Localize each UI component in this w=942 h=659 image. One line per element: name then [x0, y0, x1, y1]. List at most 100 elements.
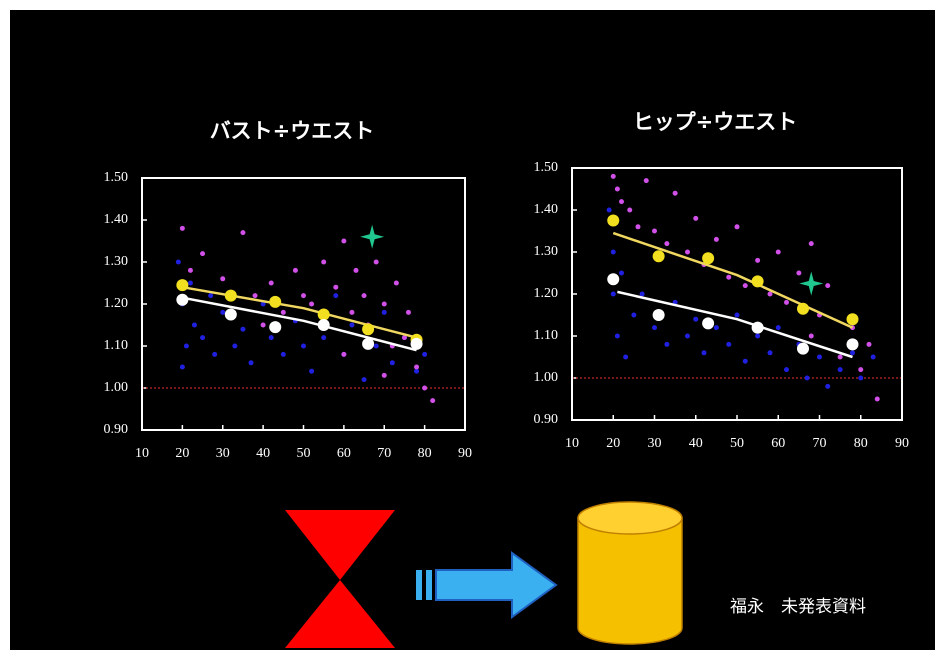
data-point: [850, 350, 855, 355]
x-tick-label: 70: [377, 446, 391, 461]
data-point: [664, 241, 669, 246]
data-point: [838, 355, 843, 360]
mean-point: [653, 250, 665, 262]
source-note: 福永 未発表資料: [730, 597, 866, 617]
data-point: [390, 360, 395, 365]
y-tick-label: 1.20: [534, 286, 559, 301]
slide: バスト÷ウエスト ヒップ÷ウエスト 福永 未発表資料 0.901.001.101…: [0, 0, 942, 659]
data-point: [685, 250, 690, 255]
data-point: [825, 283, 830, 288]
data-point: [838, 367, 843, 372]
mean-point: [607, 215, 619, 227]
chart-title: ヒップ÷ウエスト: [633, 110, 798, 134]
data-point: [615, 334, 620, 339]
y-tick-label: 1.40: [104, 212, 129, 227]
x-tick-label: 80: [418, 446, 432, 461]
data-point: [200, 251, 205, 256]
data-point: [623, 355, 628, 360]
data-point: [293, 268, 298, 273]
data-point: [644, 178, 649, 183]
x-tick-label: 90: [895, 436, 909, 451]
mean-point: [225, 290, 237, 302]
mean-point: [411, 338, 423, 350]
mean-point: [847, 338, 859, 350]
data-point: [796, 271, 801, 276]
data-point: [611, 174, 616, 179]
data-point: [321, 335, 326, 340]
data-point: [743, 359, 748, 364]
data-point: [768, 350, 773, 355]
data-point: [353, 268, 358, 273]
data-point: [349, 323, 354, 328]
data-point: [341, 352, 346, 357]
mean-point: [752, 322, 764, 334]
data-point: [726, 275, 731, 280]
mean-point: [176, 279, 188, 291]
cylinder: [578, 502, 682, 644]
data-point: [240, 327, 245, 332]
data-point: [685, 334, 690, 339]
data-point: [382, 373, 387, 378]
data-point: [817, 355, 822, 360]
data-point: [333, 285, 338, 290]
data-point: [309, 302, 314, 307]
y-tick-label: 1.00: [104, 380, 129, 395]
data-point: [212, 352, 217, 357]
mean-point: [362, 338, 374, 350]
y-tick-label: 0.90: [534, 412, 559, 427]
y-tick-label: 1.10: [104, 338, 129, 353]
mean-point: [225, 309, 237, 321]
y-tick-label: 1.20: [104, 296, 129, 311]
data-point: [743, 283, 748, 288]
x-tick-label: 20: [175, 446, 189, 461]
data-point: [281, 310, 286, 315]
mean-point: [318, 309, 330, 321]
y-tick-label: 1.50: [534, 160, 559, 175]
data-point: [362, 377, 367, 382]
mean-point: [362, 323, 374, 335]
mean-point: [702, 252, 714, 264]
data-point: [784, 367, 789, 372]
y-tick-label: 0.90: [104, 422, 129, 437]
data-point: [805, 376, 810, 381]
data-point: [414, 365, 419, 370]
x-tick-label: 30: [216, 446, 230, 461]
slide-background: [10, 10, 935, 650]
data-point: [619, 199, 624, 204]
data-point: [240, 230, 245, 235]
data-point: [825, 384, 830, 389]
data-point: [180, 365, 185, 370]
mean-point: [607, 273, 619, 285]
data-point: [309, 369, 314, 374]
data-point: [341, 239, 346, 244]
data-point: [374, 260, 379, 265]
data-point: [607, 208, 612, 213]
data-point: [755, 334, 760, 339]
data-point: [867, 342, 872, 347]
mean-point: [702, 317, 714, 329]
data-point: [422, 386, 427, 391]
data-point: [776, 325, 781, 330]
x-tick-label: 70: [813, 436, 827, 451]
data-point: [192, 323, 197, 328]
y-tick-label: 1.50: [104, 170, 129, 185]
data-point: [253, 293, 258, 298]
data-point: [349, 310, 354, 315]
mean-point: [176, 294, 188, 306]
x-tick-label: 30: [648, 436, 662, 451]
mean-point: [269, 321, 281, 333]
data-point: [208, 293, 213, 298]
data-point: [619, 271, 624, 276]
data-point: [735, 224, 740, 229]
data-point: [875, 397, 880, 402]
x-tick-label: 40: [256, 446, 270, 461]
y-tick-label: 1.30: [104, 254, 129, 269]
mean-point: [752, 275, 764, 287]
x-tick-label: 20: [606, 436, 620, 451]
y-tick-label: 1.40: [534, 202, 559, 217]
data-point: [871, 355, 876, 360]
data-point: [664, 342, 669, 347]
mean-point: [797, 303, 809, 315]
data-point: [374, 344, 379, 349]
data-point: [321, 260, 326, 265]
